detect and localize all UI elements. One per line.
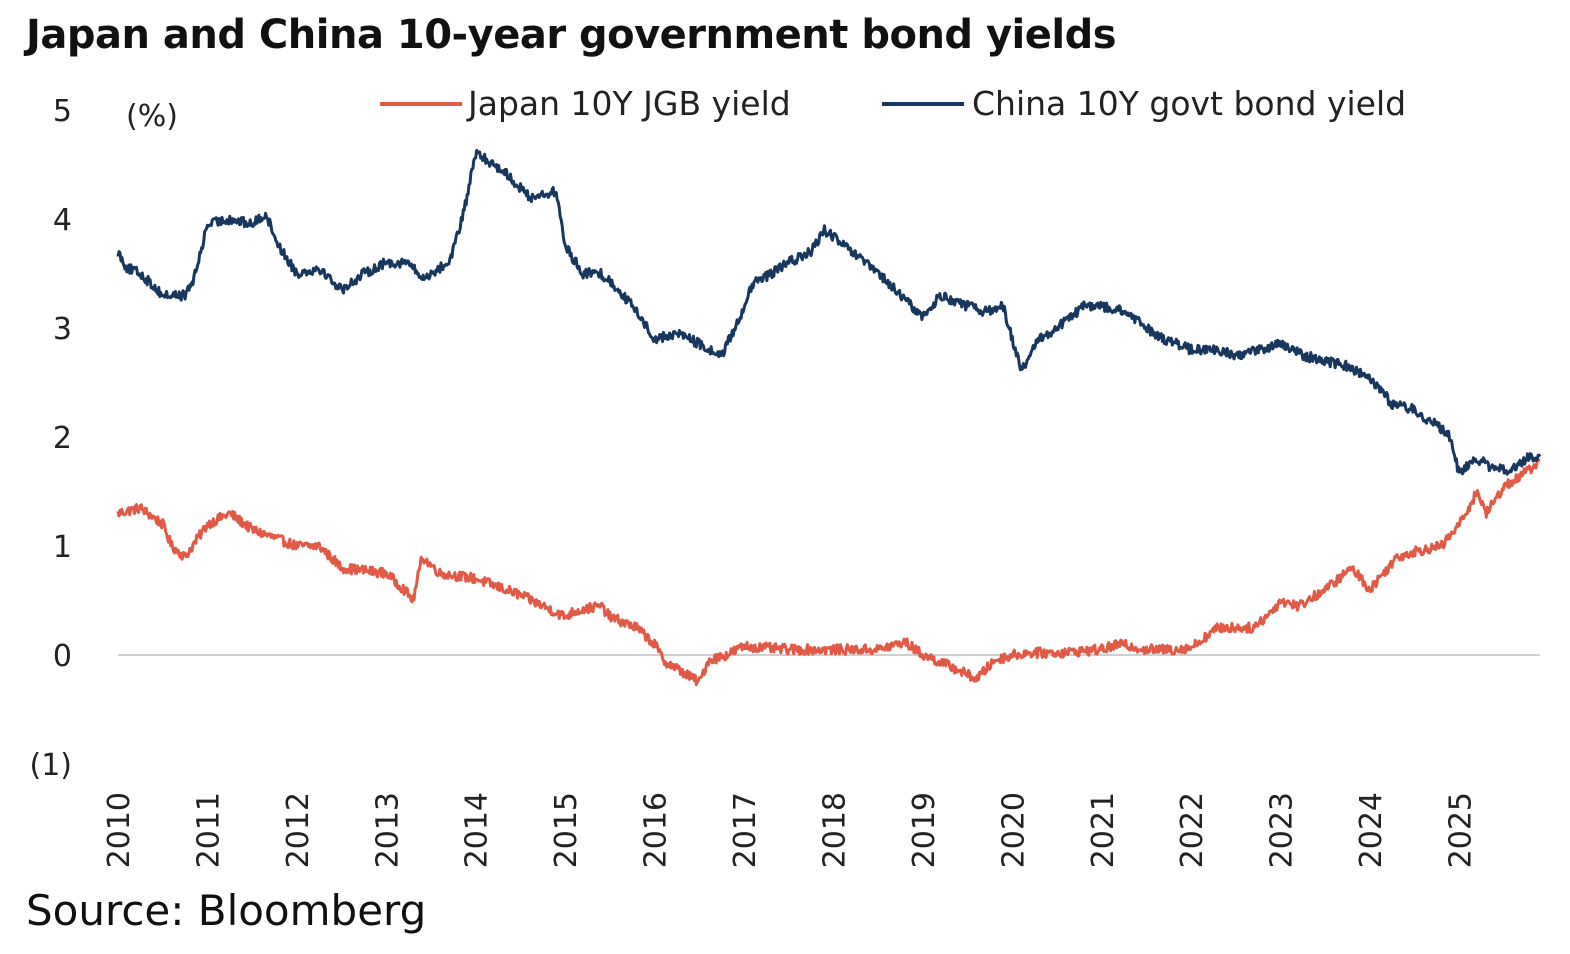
china-yield-line	[116, 148, 1542, 476]
x-tick-label: 2014	[460, 792, 495, 868]
y-tick-label: 2	[53, 421, 72, 456]
y-tick-label: 1	[53, 530, 72, 565]
y-tick-label: 3	[53, 312, 72, 347]
legend-label-china: China 10Y govt bond yield	[972, 84, 1406, 123]
y-axis: 5 4 3 2 1 0 (1)	[30, 94, 73, 783]
chart-title: Japan and China 10-year government bond …	[26, 12, 1117, 58]
y-tick-label: (1)	[30, 748, 73, 783]
y-axis-unit-label: (%)	[126, 99, 178, 134]
y-tick-label: 4	[53, 203, 72, 238]
y-tick-label: 5	[53, 94, 72, 129]
japan-yield-line	[116, 457, 1541, 687]
x-tick-label: 2021	[1086, 792, 1121, 868]
x-tick-label: 2011	[191, 792, 226, 868]
x-tick-label: 2018	[817, 792, 852, 868]
x-tick-label: 2017	[728, 792, 763, 868]
x-tick-label: 2022	[1175, 792, 1210, 868]
source-note: Source: Bloomberg	[26, 886, 427, 935]
x-tick-label: 2015	[549, 792, 584, 868]
x-tick-label: 2025	[1444, 792, 1479, 868]
x-tick-label: 2016	[639, 792, 674, 868]
x-axis: 2010 2011 2012 2013 2014 2015 2016 2017 2018 2019…	[102, 792, 1479, 868]
legend-label-japan: Japan 10Y JGB yield	[466, 84, 791, 123]
x-tick-label: 2012	[281, 792, 316, 868]
x-tick-label: 2013	[370, 792, 405, 868]
x-tick-label: 2020	[996, 792, 1031, 868]
x-tick-label: 2010	[102, 792, 137, 868]
y-tick-label: 0	[53, 639, 72, 674]
x-tick-label: 2019	[907, 792, 942, 868]
legend: Japan 10Y JGB yield China 10Y govt bond …	[380, 84, 1406, 123]
series-layer	[116, 148, 1542, 687]
x-tick-label: 2023	[1265, 792, 1300, 868]
x-tick-label: 2024	[1354, 792, 1389, 868]
